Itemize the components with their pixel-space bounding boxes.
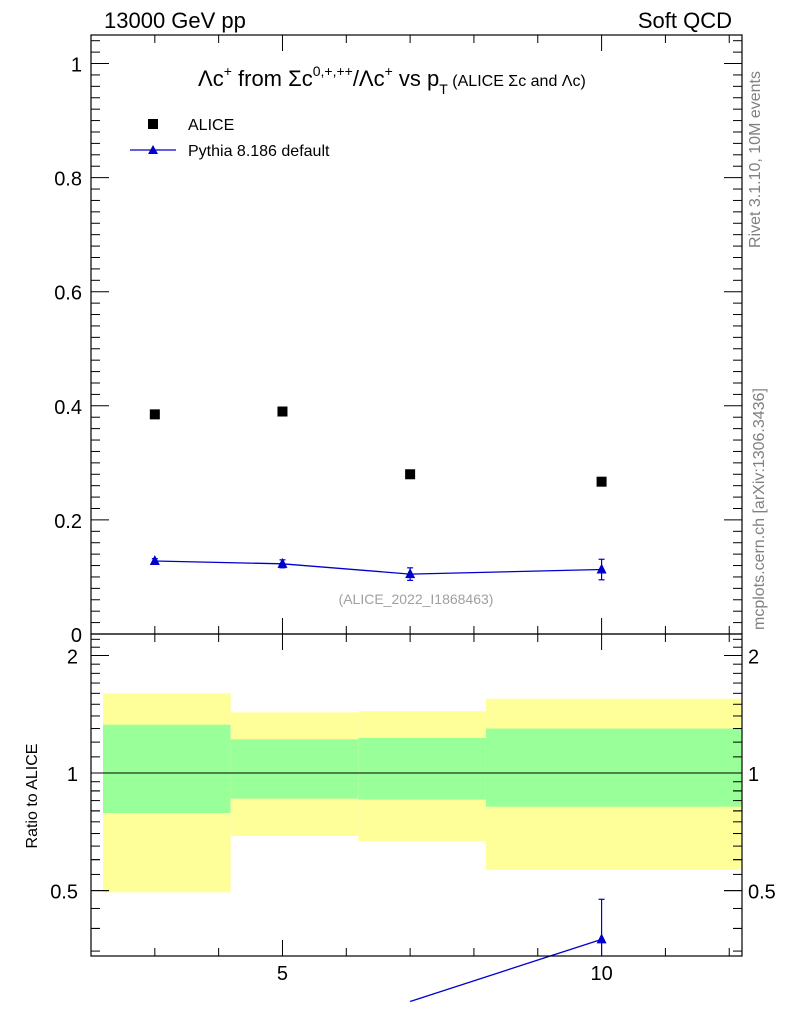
ratio-uncertainty-bands xyxy=(91,693,742,893)
x-tick-label: 10 xyxy=(590,963,612,985)
ratio-y-tick-label: 0.5 xyxy=(50,882,78,904)
ratio-y-tick-label: 1 xyxy=(67,764,78,786)
ratio-inner-band xyxy=(485,728,742,807)
main-axis-ticks xyxy=(90,35,742,635)
legend-alice-marker xyxy=(148,119,158,129)
alice-point xyxy=(405,469,416,480)
pythia-line xyxy=(154,560,602,575)
pythia-point xyxy=(277,557,288,568)
y-tick-label: 0.2 xyxy=(54,511,82,533)
rivet-label: Rivet 3.1.10, 10M events xyxy=(747,71,764,248)
analysis-watermark: (ALICE_2022_I1868463) xyxy=(339,591,494,607)
y-tick-label: 1 xyxy=(71,55,82,77)
y-tick-label: 0.4 xyxy=(54,397,82,419)
ratio-inner-band xyxy=(358,737,486,800)
ratio-data-layer xyxy=(409,898,607,1003)
header-right: Soft QCD xyxy=(638,8,732,33)
alice-point xyxy=(149,409,160,420)
main-data-layer xyxy=(149,406,607,581)
ratio-pythia-point xyxy=(596,933,607,944)
ratio-y-tick-label: 2 xyxy=(67,646,78,668)
legend-pythia-marker xyxy=(148,145,158,154)
ratio-pythia-line xyxy=(409,938,602,1003)
pythia-point xyxy=(405,568,416,579)
alice-point xyxy=(596,476,607,487)
ratio-plot-frame xyxy=(90,633,743,957)
x-tick-label: 5 xyxy=(277,963,288,985)
main-plot-panel: 0 0.2 0.4 0.6 0.8 1 Λc+ from Σc0,+,++/Λc+ vs … xyxy=(54,35,742,647)
y-tick-label: 0.8 xyxy=(54,169,82,191)
ratio-plot-panel: 0.5 0.5 1 1 2 2 5 10 Ratio to ALICE xyxy=(24,634,776,1003)
ratio-y-axis-label: Ratio to ALICE xyxy=(24,744,41,849)
ratio-y-tick-label-right: 2 xyxy=(748,646,759,668)
main-y-tick-labels: 0 0.2 0.4 0.6 0.8 1 xyxy=(54,55,82,647)
y-tick-label: 0 xyxy=(71,625,82,647)
mcplots-label: mcplots.cern.ch [arXiv:1306.3436] xyxy=(751,388,768,630)
header-left: 13000 GeV pp xyxy=(104,8,246,33)
pythia-point xyxy=(596,563,607,574)
pythia-point xyxy=(149,554,160,565)
ratio-y-tick-labels: 0.5 0.5 1 1 2 2 xyxy=(50,646,776,903)
legend-alice-label: ALICE xyxy=(188,117,234,134)
ratio-y-tick-label-right: 0.5 xyxy=(748,882,776,904)
y-tick-label: 0.6 xyxy=(54,283,82,305)
legend: ALICE Pythia 8.186 default xyxy=(130,117,330,160)
ratio-inner-band xyxy=(230,739,359,799)
x-tick-labels: 5 10 xyxy=(277,963,613,985)
ratio-inner-band xyxy=(103,724,231,814)
alice-point xyxy=(277,406,288,417)
ratio-y-tick-label-right: 1 xyxy=(748,764,759,786)
legend-pythia-label: Pythia 8.186 default xyxy=(188,143,330,160)
chart-title: Λc+ from Σc0,+,++/Λc+ vs pT (ALICE Σc an… xyxy=(198,63,586,97)
